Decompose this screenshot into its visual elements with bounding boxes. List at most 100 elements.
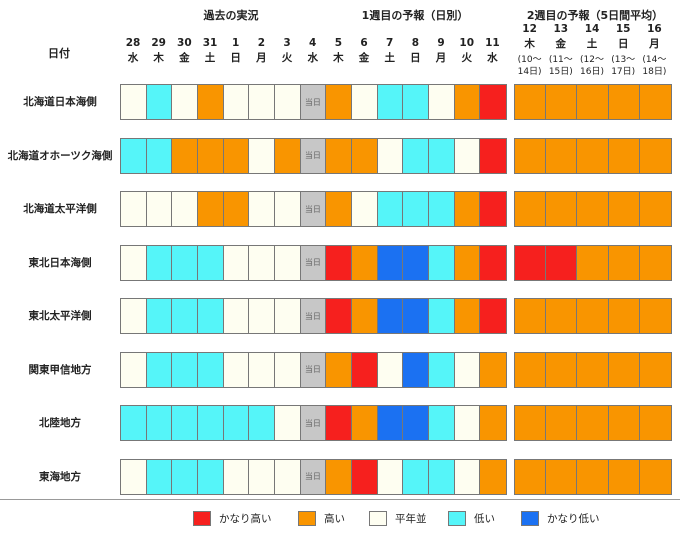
anomaly-cell — [480, 85, 506, 119]
day-number: 1 — [232, 37, 240, 49]
anomaly-cell — [546, 138, 578, 173]
day-of-week: 土 — [384, 52, 395, 64]
day-of-week: 水 — [487, 52, 498, 64]
legend-swatch — [448, 511, 466, 526]
region-daily-grid: 当日 — [120, 84, 507, 120]
day-of-week: 日 — [617, 38, 629, 50]
anomaly-cell — [146, 245, 173, 280]
region-label: 北海道太平洋側 — [23, 203, 97, 215]
anomaly-cell — [403, 352, 429, 387]
day-number: 4 — [309, 37, 317, 49]
anomaly-cell — [249, 406, 275, 440]
anomaly-cell — [454, 192, 481, 226]
anomaly-cell — [146, 406, 173, 440]
anomaly-cell — [121, 192, 147, 226]
period-range-start: (10～ — [517, 55, 542, 65]
region-daily-grid: 当日 — [120, 137, 507, 174]
anomaly-cell — [546, 85, 578, 119]
anomaly-cell — [172, 245, 198, 280]
anomaly-cell — [480, 299, 506, 333]
legend-swatch — [521, 511, 539, 526]
period-range-end: 16日) — [580, 67, 604, 77]
anomaly-cell — [515, 138, 547, 173]
anomaly-cell — [326, 299, 352, 333]
anomaly-cell — [403, 85, 429, 119]
legend-swatch — [369, 511, 387, 526]
anomaly-cell — [249, 192, 275, 226]
anomaly-cell — [377, 85, 404, 119]
day-number: 28 — [125, 37, 141, 49]
anomaly-cell — [121, 85, 147, 119]
day-of-week: 木 — [333, 52, 344, 64]
day-header: 28 水 — [120, 36, 146, 66]
day-of-week: 日 — [410, 52, 421, 64]
anomaly-cell — [377, 192, 404, 226]
day-of-week: 木 — [524, 38, 535, 50]
day-number: 11 — [485, 37, 500, 49]
anomaly-cell — [249, 352, 275, 387]
anomaly-cell — [351, 138, 378, 173]
day-number: 6 — [360, 37, 368, 49]
region-week2-grid — [514, 458, 672, 495]
anomaly-cell — [326, 138, 352, 173]
day-of-week: 金 — [179, 52, 190, 64]
anomaly-cell — [197, 245, 224, 280]
anomaly-cell — [223, 192, 250, 226]
legend-item: 低い — [448, 511, 495, 526]
anomaly-cell — [454, 138, 481, 173]
anomaly-cell — [403, 192, 429, 226]
anomaly-cell — [274, 352, 301, 387]
day-of-week: 水 — [127, 52, 139, 64]
anomaly-cell — [577, 138, 609, 173]
anomaly-cell — [608, 299, 640, 333]
region-label: 東海地方 — [39, 470, 81, 483]
legend: かなり高い 高い 平年並 低い かなり低い — [0, 511, 680, 529]
anomaly-cell — [249, 459, 275, 494]
anomaly-cell — [639, 299, 671, 333]
legend-swatch — [193, 511, 211, 526]
anomaly-cell — [546, 406, 578, 440]
anomaly-cell — [146, 299, 173, 333]
region-daily-grid: 当日 — [120, 351, 507, 388]
anomaly-cell — [172, 299, 198, 333]
anomaly-cell — [577, 299, 609, 333]
week2-day-header: 12 木 (10～ 14日) — [517, 22, 543, 78]
anomaly-cell — [172, 192, 198, 226]
past-section-title: 過去の実況 — [203, 9, 259, 22]
region-week2-grid — [514, 244, 672, 281]
day-of-week: 土 — [204, 52, 216, 64]
anomaly-cell — [428, 299, 455, 333]
anomaly-cell — [172, 138, 198, 173]
week2-section-title: 2週目の予報（5日間平均） — [526, 9, 664, 22]
anomaly-cell — [639, 352, 671, 387]
day-number: 12 — [522, 23, 537, 35]
day-of-week: 日 — [230, 52, 241, 64]
anomaly-cell — [274, 192, 301, 226]
anomaly-cell — [197, 138, 224, 173]
anomaly-cell — [428, 85, 455, 119]
anomaly-cell — [274, 138, 301, 173]
anomaly-cell — [428, 459, 455, 494]
anomaly-cell — [121, 245, 147, 280]
anomaly-cell — [274, 459, 301, 494]
anomaly-cell — [515, 192, 547, 226]
region-label: 北陸地方 — [39, 417, 81, 429]
legend-item: かなり高い — [193, 511, 272, 526]
anomaly-cell — [274, 85, 301, 119]
anomaly-cell — [121, 352, 147, 387]
anomaly-cell — [577, 352, 609, 387]
anomaly-cell — [608, 85, 640, 119]
anomaly-cell — [377, 245, 404, 280]
anomaly-cell — [377, 406, 404, 440]
anomaly-cell — [428, 245, 455, 280]
day-number: 13 — [553, 23, 569, 35]
anomaly-cell — [454, 245, 481, 280]
anomaly-cell — [577, 192, 609, 226]
anomaly-cell — [197, 192, 224, 226]
anomaly-cell — [639, 406, 671, 440]
day-of-week: 土 — [586, 38, 598, 50]
period-range-end: 17日) — [611, 67, 636, 77]
